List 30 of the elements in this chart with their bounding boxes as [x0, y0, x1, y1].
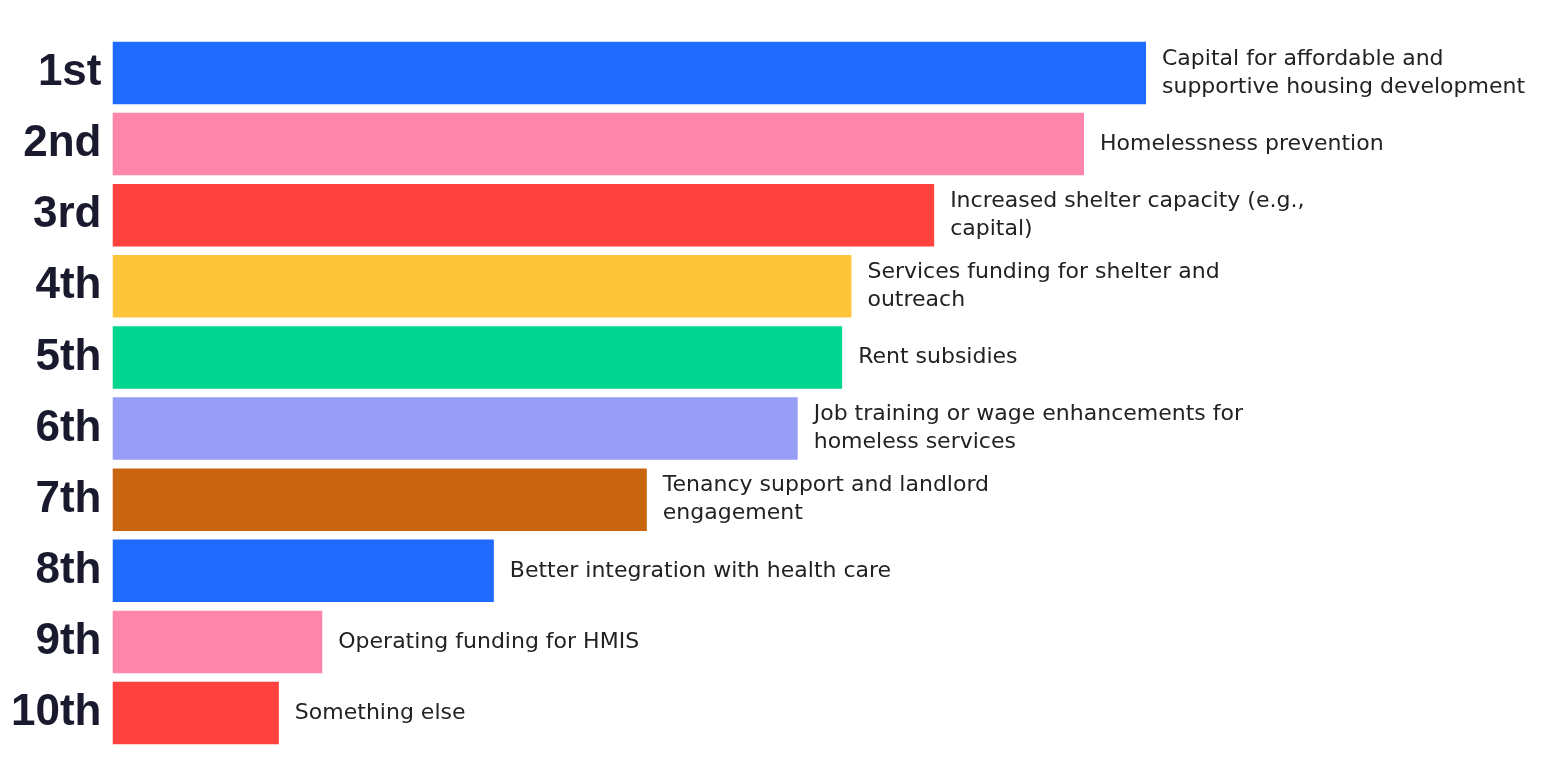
bar	[112, 41, 1146, 105]
annotation: Better integration with health care	[509, 556, 892, 582]
y-tick-label: 9th	[35, 614, 102, 664]
annotation: Capital for affordable and supportive housing development	[1162, 44, 1526, 98]
y-tick-label: 1st	[37, 45, 102, 95]
y-tick-label: 7th	[35, 471, 102, 521]
y-tick-label: 2nd	[23, 116, 102, 166]
y-tick-label: 5th	[35, 329, 102, 379]
annotation: Something else	[294, 698, 466, 724]
y-tick-label: 4th	[35, 258, 102, 308]
bar	[112, 255, 852, 318]
annotation: Rent subsidies	[858, 343, 1018, 369]
bar	[112, 539, 494, 603]
bar	[112, 610, 323, 674]
bar	[112, 183, 935, 247]
annotation: Services funding for shelter and outreach	[867, 258, 1220, 312]
y-tick-label: 3rd	[32, 187, 102, 237]
y-tick-label: 10th	[10, 685, 102, 735]
bar	[112, 681, 279, 745]
bar	[112, 112, 1084, 176]
bar	[112, 397, 798, 460]
bar	[112, 326, 843, 389]
annotation: Job training or wage enhancements for homeless services	[811, 400, 1244, 454]
annotation: Operating funding for HMIS	[338, 627, 640, 653]
annotation: Tenancy support and landlord engagement	[661, 471, 990, 525]
annotation: Homelessness prevention	[1099, 129, 1384, 155]
y-tick-label: 8th	[35, 542, 102, 592]
y-tick-label: 6th	[35, 400, 102, 450]
bar	[112, 468, 647, 531]
annotation: Increased shelter capacity (e.g., capital)	[950, 186, 1305, 240]
